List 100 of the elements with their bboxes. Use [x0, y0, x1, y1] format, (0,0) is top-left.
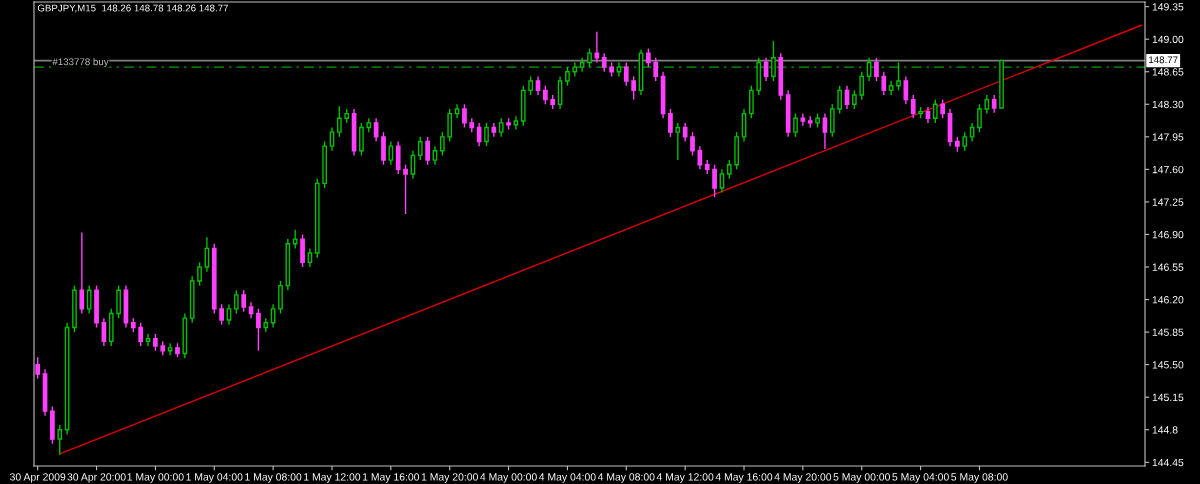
candlestick	[565, 66, 570, 87]
y-tick-label: 147.25	[1152, 198, 1184, 206]
candlestick	[940, 98, 946, 119]
candlestick	[852, 89, 857, 110]
x-tick-label: 4 May 16:00	[715, 473, 773, 483]
candlestick	[587, 47, 592, 68]
candlestick	[528, 75, 533, 96]
candlestick	[138, 322, 144, 347]
candlestick	[726, 159, 732, 180]
candlestick	[631, 75, 636, 101]
y-tick-label: 145.15	[1152, 393, 1184, 402]
candlestick	[719, 168, 725, 194]
candlestick	[682, 122, 688, 143]
candlestick	[771, 40, 776, 82]
candlestick	[462, 103, 467, 129]
x-tick-label: 4 May 08:00	[597, 473, 655, 483]
ref-line-label: #133778 buy	[52, 58, 109, 68]
candlestick	[484, 122, 489, 147]
candlestick	[388, 140, 394, 166]
x-tick-label: 1 May 16:00	[362, 473, 420, 483]
y-tick-label: 147.60	[1152, 165, 1184, 174]
candlestick	[241, 289, 247, 313]
candlestick	[226, 303, 232, 326]
x-tick-label: 5 May 04:00	[892, 473, 949, 483]
x-tick-label: 1 May 04:00	[186, 473, 243, 483]
candlestick	[712, 164, 717, 198]
x-tick-label: 4 May 04:00	[539, 473, 596, 483]
y-tick-label: 149.00	[1152, 35, 1184, 44]
x-tick-label: 4 May 20:00	[774, 473, 832, 483]
candlestick	[417, 136, 423, 161]
y-tick-label: 149.35	[1152, 3, 1184, 11]
candlestick	[359, 122, 364, 157]
y-tick-label: 148.65	[1152, 68, 1184, 76]
candlestick	[874, 57, 879, 82]
candlestick	[432, 145, 438, 166]
candlestick	[439, 131, 445, 157]
candlestick	[300, 233, 305, 268]
candlestick	[278, 280, 283, 315]
candlestick	[498, 117, 504, 138]
candlestick	[543, 84, 548, 105]
candlestick	[307, 247, 313, 268]
candlestick	[219, 303, 224, 326]
candlestick	[749, 84, 754, 119]
x-tick-label: 30 Apr 20:00	[67, 473, 126, 483]
candlestick	[653, 57, 659, 82]
candlestick	[373, 117, 379, 143]
x-tick-label: 30 Apr 2009	[9, 473, 66, 483]
candlestick	[969, 122, 975, 143]
candlestick	[829, 103, 835, 138]
x-tick-label: 5 May 08:00	[951, 473, 1008, 483]
candlestick	[447, 108, 453, 143]
candlestick	[837, 84, 843, 115]
candlestick	[292, 229, 298, 250]
candlestick	[881, 71, 887, 96]
candlestick	[535, 75, 541, 96]
candlestick	[381, 131, 386, 166]
y-tick-label: 146.90	[1152, 230, 1184, 239]
candlestick	[395, 140, 401, 175]
x-tick-label: 5 May 00:00	[833, 473, 890, 483]
candlestick	[403, 164, 408, 215]
y-tick-label: 146.55	[1152, 263, 1184, 271]
ref-line-label: 148.77	[1149, 56, 1178, 64]
x-tick-label: 4 May 12:00	[656, 473, 714, 483]
candlestick	[336, 105, 342, 138]
y-tick-label: 147.95	[1152, 133, 1184, 141]
x-tick-label: 1 May 20:00	[421, 473, 478, 483]
y-tick-label: 145.85	[1152, 328, 1184, 336]
candlestick	[668, 108, 673, 138]
candlestick	[984, 94, 990, 115]
candlestick	[594, 31, 600, 64]
candlestick	[962, 131, 968, 152]
candlestick	[86, 284, 92, 315]
x-tick-label: 1 May 08:00	[245, 473, 302, 483]
candlestick	[690, 131, 695, 157]
y-tick-label: 146.20	[1152, 296, 1184, 304]
y-tick-label: 145.50	[1152, 361, 1184, 369]
candlestick	[623, 61, 629, 87]
candlestick	[675, 122, 681, 161]
candlestick	[57, 424, 63, 456]
candlestick	[256, 308, 261, 352]
x-tick-label: 1 May 12:00	[304, 473, 361, 483]
candlestick	[329, 126, 335, 152]
candlestick	[932, 98, 938, 124]
annotation: GBPJPY,M15 148.26 148.78 148.26 148.77	[37, 4, 229, 13]
y-tick-label: 144.8	[1152, 426, 1178, 434]
y-tick-label: 148.30	[1152, 100, 1184, 109]
y-tick-label: 144.45	[1152, 458, 1184, 467]
candlestick	[233, 289, 239, 315]
candlestick	[197, 261, 202, 287]
x-tick-label: 4 May 00:00	[480, 473, 537, 483]
candlestick	[79, 231, 85, 315]
candlestick	[859, 71, 865, 101]
x-tick-label: 1 May 00:00	[127, 473, 184, 483]
candlestick	[35, 356, 41, 380]
candlestick	[601, 52, 607, 73]
candlestick	[425, 136, 430, 166]
candlestick	[793, 112, 798, 138]
candlestick	[896, 61, 901, 92]
candlestick	[910, 94, 916, 119]
candlestick	[116, 284, 121, 319]
